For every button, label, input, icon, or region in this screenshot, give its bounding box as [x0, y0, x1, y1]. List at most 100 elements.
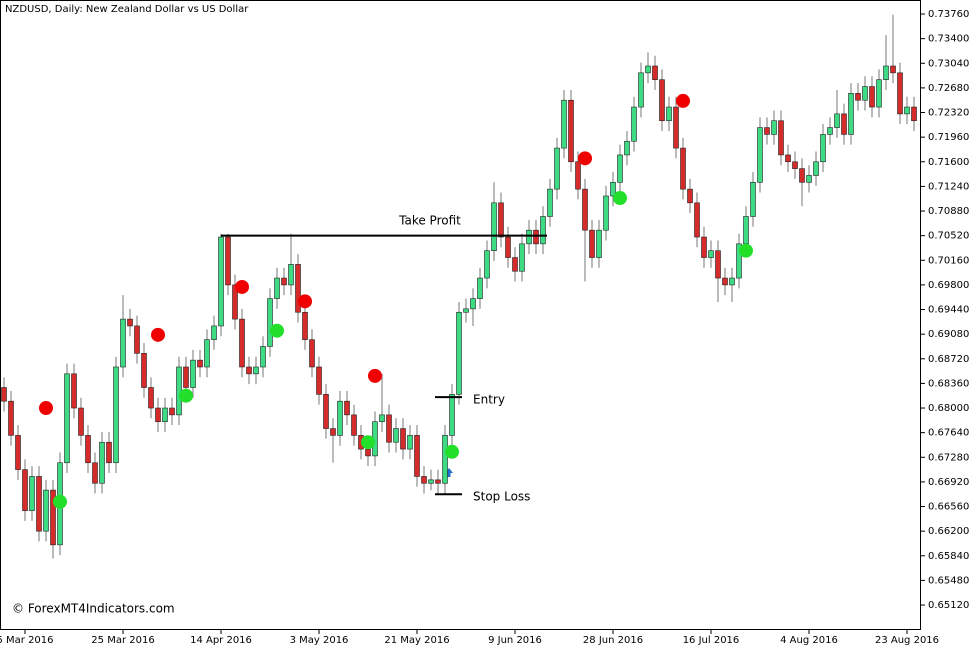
candle-body — [911, 106, 917, 122]
candle-body — [771, 120, 777, 135]
candle-body — [134, 325, 140, 354]
candle-body — [302, 311, 308, 340]
candle-body — [218, 236, 224, 327]
candle-body — [659, 79, 665, 122]
candle-body — [190, 359, 196, 388]
candle-body — [456, 311, 462, 395]
candle-body — [645, 65, 651, 74]
level-label: Take Profit — [398, 214, 461, 228]
signal-dot — [270, 323, 284, 338]
y-tick-label: 0.70880 — [928, 206, 969, 217]
y-tick-label: 0.71960 — [928, 132, 969, 143]
candle-body — [736, 243, 742, 279]
candle-body — [533, 229, 539, 245]
candle-body — [64, 373, 70, 464]
candle-body — [267, 298, 273, 347]
y-tick-label: 0.73400 — [928, 34, 969, 45]
candle-body — [708, 250, 714, 258]
candle-body — [806, 175, 812, 183]
candle-body — [106, 441, 112, 464]
candle-body — [897, 72, 903, 115]
candle-body — [330, 428, 336, 436]
candle-body — [274, 277, 280, 299]
candle-body — [365, 448, 371, 457]
candle-body — [617, 154, 623, 183]
y-tick-label: 0.68720 — [928, 354, 969, 365]
candle-body — [246, 366, 252, 375]
candle-body — [792, 161, 798, 169]
candle-body — [715, 250, 721, 279]
candle-body — [92, 462, 98, 484]
candle-body — [743, 216, 749, 245]
y-tick-label: 0.68000 — [928, 403, 969, 414]
candle-body — [176, 366, 182, 416]
candle-body — [561, 99, 567, 149]
candle-body — [400, 428, 406, 450]
candle-body — [862, 86, 868, 101]
candle-body — [197, 359, 203, 368]
y-tick-label: 0.73760 — [928, 9, 969, 20]
signal-dot — [445, 444, 459, 459]
entry-arrow — [445, 468, 453, 477]
y-tick-label: 0.67640 — [928, 428, 969, 439]
candle-body — [155, 407, 161, 423]
y-tick-label: 0.66920 — [928, 477, 969, 488]
x-tick-label: 28 Jun 2016 — [583, 635, 643, 646]
x-tick-label: 4 Aug 2016 — [780, 635, 838, 646]
candle-body — [211, 325, 217, 340]
candle-body — [50, 489, 56, 546]
candle-body — [848, 93, 854, 135]
candle-body — [393, 428, 399, 443]
y-tick-label: 0.66200 — [928, 526, 969, 537]
y-tick-label: 0.69440 — [928, 305, 969, 316]
candle-body — [225, 236, 231, 286]
candle-body — [729, 277, 735, 286]
candle-body — [519, 243, 525, 272]
candle-body — [687, 188, 693, 204]
candle-body — [876, 79, 882, 108]
candle-body — [568, 99, 574, 163]
candle-body — [323, 394, 329, 429]
candle-body — [526, 229, 532, 245]
x-tick-label: 3 May 2016 — [290, 635, 349, 646]
candle-body — [8, 400, 14, 436]
signal-dot — [53, 494, 67, 509]
candle-body — [869, 86, 875, 108]
y-tick-label: 0.71240 — [928, 181, 969, 192]
level-label: Stop Loss — [473, 490, 530, 504]
signal-dot — [613, 191, 627, 206]
candle-body — [834, 113, 840, 128]
candle-body — [232, 284, 238, 320]
candle-body — [29, 476, 35, 511]
candle-body — [260, 346, 266, 368]
candle-body — [750, 181, 756, 217]
watermark: © ForexMT4Indicators.com — [12, 602, 175, 616]
candle-body — [428, 479, 434, 484]
candle-body — [638, 72, 644, 108]
y-tick-label: 0.68360 — [928, 378, 969, 389]
candle-body — [148, 387, 154, 409]
y-tick-label: 0.69080 — [928, 329, 969, 340]
signal-dot — [578, 151, 592, 166]
candle-body — [575, 161, 581, 190]
candle-body — [470, 298, 476, 310]
y-tick-label: 0.66560 — [928, 502, 969, 513]
candle-body — [827, 127, 833, 135]
candle-body — [316, 366, 322, 395]
candle-body — [484, 250, 490, 279]
signal-dot — [235, 279, 249, 294]
candle-body — [463, 308, 469, 313]
y-tick-label: 0.72680 — [928, 83, 969, 94]
signal-dot — [151, 327, 165, 342]
candle-body — [295, 264, 301, 313]
candle-body — [162, 407, 168, 423]
candle-body — [701, 236, 707, 258]
candle-body — [582, 188, 588, 231]
y-tick-label: 0.69800 — [928, 280, 969, 291]
x-tick-label: 14 Apr 2016 — [190, 635, 252, 646]
x-tick-label: 5 Mar 2016 — [0, 635, 54, 646]
candle-body — [337, 400, 343, 436]
candle-body — [813, 161, 819, 176]
candle-body — [204, 339, 210, 368]
